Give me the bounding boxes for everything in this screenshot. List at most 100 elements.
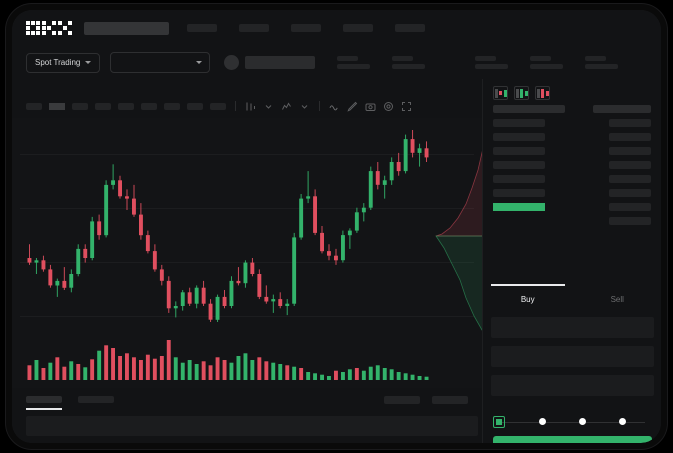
orderbook-row[interactable]	[493, 119, 545, 127]
orderbook-row[interactable]	[609, 133, 651, 141]
orderbook-row[interactable]	[493, 133, 545, 141]
stat-label	[585, 56, 607, 61]
ticker-stat-2	[392, 56, 426, 69]
camera-snapshot-icon[interactable]	[365, 101, 376, 112]
orders-tabs	[26, 396, 468, 410]
orders-action-1[interactable]	[384, 396, 420, 404]
candlestick-chart-icon[interactable]	[245, 101, 256, 112]
orderbook-right-header	[593, 105, 651, 113]
orderbook-left-column	[493, 105, 565, 225]
nav-item-1[interactable]	[187, 24, 217, 32]
ticker-stat-1	[337, 56, 371, 69]
orderbook-row[interactable]	[493, 161, 545, 169]
tab-sell[interactable]: Sell	[610, 294, 624, 304]
orders-tab-label	[26, 396, 62, 403]
nav-item-4[interactable]	[343, 24, 373, 32]
orderbook-row[interactable]	[609, 147, 651, 155]
orderbook-mode-asks-icon[interactable]	[535, 86, 550, 100]
chevron-down-icon[interactable]	[263, 101, 274, 112]
okx-logo[interactable]	[26, 21, 72, 35]
orderbook-row[interactable]	[609, 189, 651, 197]
search-input[interactable]	[84, 21, 169, 35]
price-field[interactable]	[491, 346, 654, 367]
ticker-stat-4	[530, 56, 564, 69]
chart-gridlines	[12, 118, 482, 336]
chart-toolbar	[12, 94, 482, 118]
timeframe-6[interactable]	[141, 102, 157, 110]
fullscreen-icon[interactable]	[401, 101, 412, 112]
timeframe-1[interactable]	[26, 102, 42, 110]
stat-value	[392, 64, 426, 69]
orders-row[interactable]	[26, 416, 478, 436]
orders-tab-2[interactable]	[78, 396, 114, 403]
orders-tab-label	[78, 396, 114, 403]
pair-price-value	[245, 56, 316, 69]
place-order-button[interactable]	[493, 436, 652, 443]
nav-item-3[interactable]	[291, 24, 321, 32]
stepper-step-1-active[interactable]	[493, 416, 505, 428]
orderbook-rows	[483, 105, 661, 225]
candlestick-series	[27, 130, 429, 322]
chevron-down-icon	[85, 61, 92, 64]
active-tab-underline	[26, 408, 62, 410]
timeframe-4[interactable]	[95, 102, 111, 110]
pencil-draw-icon[interactable]	[347, 101, 358, 112]
spot-trading-label: Spot Trading	[35, 58, 81, 67]
orderbook-depth-chart	[432, 118, 490, 350]
stepper-step-4[interactable]	[619, 418, 626, 425]
orderbook-row-selected[interactable]	[493, 203, 545, 211]
orderbook-row[interactable]	[493, 175, 545, 183]
orderbook-left-header	[493, 105, 565, 113]
orderbook-mode-bids-icon[interactable]	[514, 86, 529, 100]
order-type-field[interactable]	[491, 317, 654, 338]
stepper-step-3[interactable]	[579, 418, 586, 425]
pair-coin-avatar	[224, 55, 240, 70]
orderbook-mode-both-icon[interactable]	[493, 86, 508, 100]
nav-item-5[interactable]	[395, 24, 425, 32]
logo-glyph-k	[42, 21, 56, 35]
timeframe-3[interactable]	[72, 102, 88, 110]
orderbook-row[interactable]	[493, 189, 545, 197]
indicators-icon[interactable]	[281, 101, 292, 112]
orderbook-row[interactable]	[609, 175, 651, 183]
tablet-device-frame: Spot Trading	[6, 4, 667, 449]
app-screen: Spot Trading	[12, 10, 661, 443]
orderbook-row[interactable]	[493, 147, 545, 155]
timeframe-2[interactable]	[49, 102, 65, 110]
amount-field[interactable]	[491, 375, 654, 396]
orderbook-row[interactable]	[609, 119, 651, 127]
tab-buy[interactable]: Buy	[483, 284, 573, 314]
orderbook-row[interactable]	[609, 161, 651, 169]
trade-form	[491, 317, 654, 404]
volume-series	[27, 340, 429, 380]
orders-tab-1[interactable]	[26, 396, 62, 410]
logo-glyph-x	[58, 21, 72, 35]
stepper-step-2[interactable]	[539, 418, 546, 425]
pair-selector[interactable]	[110, 52, 211, 73]
progress-stepper	[493, 416, 652, 430]
trade-tabs: Buy Sell	[483, 284, 661, 314]
timeframe-5[interactable]	[118, 102, 134, 110]
toolbar-divider	[235, 101, 236, 111]
orderbook-row[interactable]	[609, 203, 651, 211]
chevron-down-icon[interactable]	[299, 101, 310, 112]
price-chart-panel[interactable]	[12, 118, 490, 388]
stat-label	[475, 56, 497, 61]
nav-item-2[interactable]	[239, 24, 269, 32]
stat-value	[475, 64, 509, 69]
timeframe-9[interactable]	[210, 102, 226, 110]
stat-value	[585, 64, 619, 69]
orderbook-row[interactable]	[609, 217, 651, 225]
orders-action-2[interactable]	[432, 396, 468, 404]
timeframe-8[interactable]	[187, 102, 203, 110]
timeframe-7[interactable]	[164, 102, 180, 110]
line-chart-icon[interactable]	[329, 101, 340, 112]
chevron-down-icon	[196, 61, 203, 64]
settings-gear-icon[interactable]	[383, 101, 394, 112]
spot-trading-dropdown[interactable]: Spot Trading	[26, 52, 101, 73]
orderbook-panel: Buy Sell	[482, 79, 661, 443]
toolbar-divider	[319, 101, 320, 111]
stat-value	[530, 64, 564, 69]
header-nav	[187, 24, 425, 32]
logo-glyph-o	[26, 21, 40, 35]
